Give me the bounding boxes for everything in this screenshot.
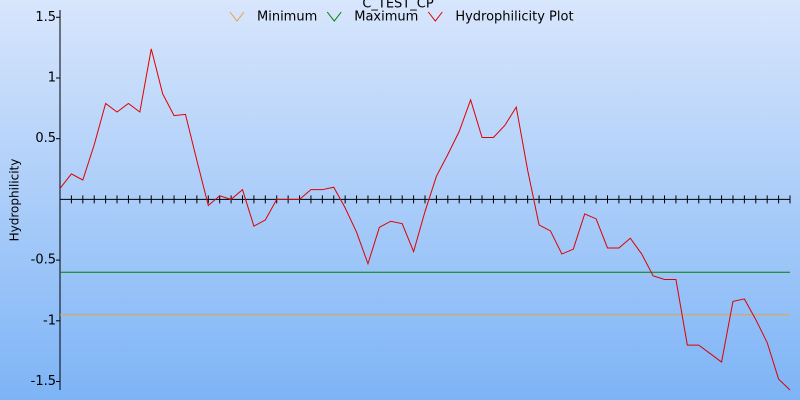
- legend-swatch: [427, 11, 443, 22]
- y-axis-label: Hydrophilicity: [8, 159, 22, 242]
- legend-label: Minimum: [257, 10, 317, 25]
- y-tick-label: -0.5: [31, 253, 56, 268]
- data-line: [59, 48, 791, 391]
- y-tick-label: -1.5: [31, 374, 56, 389]
- chart-title: C_TEST_CP: [362, 0, 434, 12]
- y-tick-label: -1: [43, 313, 56, 328]
- y-tick-label: 1: [48, 70, 56, 85]
- legend-swatch: [326, 11, 342, 22]
- legend-label: Maximum: [354, 10, 418, 25]
- y-tick-label: 1.5: [35, 10, 56, 25]
- legend-swatch: [229, 11, 245, 22]
- legend-label: Hydrophilicity Plot: [455, 10, 573, 25]
- y-tick-label: 0.5: [35, 131, 56, 146]
